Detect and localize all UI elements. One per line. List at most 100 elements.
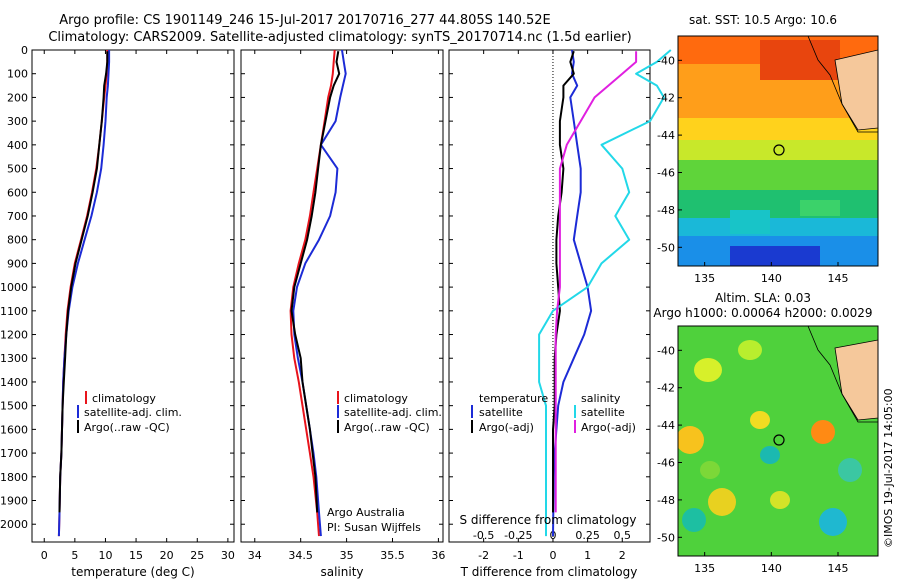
sst-map	[677, 35, 879, 267]
depth-tick-label: 1000	[0, 281, 28, 294]
x-tick-label: 2	[619, 549, 626, 562]
depth-tick-label: 900	[7, 257, 28, 270]
legend-argo: Argo(..raw -QC)	[84, 421, 170, 434]
x-tick-label: -1	[513, 549, 524, 562]
lon-tick-label: 135	[694, 562, 715, 575]
s-tick-label: -0.5	[473, 529, 494, 542]
series-line	[538, 49, 672, 537]
series-line	[290, 51, 341, 513]
depth-tick-label: 1900	[0, 495, 28, 508]
legend-climatology: climatology	[344, 392, 408, 405]
temperature-legend: climatology satellite-adj. clim. Argo(..…	[77, 391, 182, 434]
difference-legend: temperature salinity satellite Argo(-adj…	[471, 392, 636, 434]
lon-tick-label: 145	[828, 272, 849, 285]
depth-tick-label: 1300	[0, 352, 28, 365]
x-tick-label: 34	[248, 549, 262, 562]
series-line	[552, 50, 575, 513]
imos-stamp: ©IMOS 19-Jul-2017 14:05:00	[882, 388, 895, 548]
temperature-x-label: temperature (deg C)	[71, 565, 194, 579]
series-line	[289, 49, 336, 537]
lat-tick-label: -46	[657, 167, 675, 180]
legend-climatology: climatology	[92, 392, 156, 405]
legend-salinity-title: salinity	[581, 392, 621, 405]
difference-x-label: T difference from climatology	[460, 565, 638, 579]
sla-map-axes: 135 140 145 -40 -42 -44 -46 -48 -50	[657, 344, 848, 575]
depth-tick-label: 1800	[0, 471, 28, 484]
x-tick-label: 0	[41, 549, 48, 562]
sst-map-field	[678, 36, 878, 266]
header-line-2: Climatology: CARS2009. Satellite-adjuste…	[48, 30, 631, 45]
depth-axis: 0 100 200 300 400 500 600 700 800 900 1000 1100 1200…	[0, 44, 650, 531]
argo-position-marker	[773, 144, 785, 156]
x-tick-label: 25	[190, 549, 204, 562]
lat-tick-label: -44	[657, 129, 675, 142]
legend-argo: Argo(..raw -QC)	[344, 421, 430, 434]
legend-satellite: satellite-adj. clim.	[84, 406, 182, 419]
depth-tick-label: 300	[7, 115, 28, 128]
lat-tick-label: -40	[657, 54, 675, 67]
depth-tick-label: 0	[21, 44, 28, 57]
x-tick-label: -2	[478, 549, 489, 562]
x-tick-label: 10	[98, 549, 112, 562]
difference-top-label: S difference from climatology	[460, 513, 637, 527]
x-tick-label: 20	[160, 549, 174, 562]
depth-tick-label: 800	[7, 234, 28, 247]
lon-tick-label: 140	[761, 562, 782, 575]
temperature-chart: 0 5 10 15 20 25 30	[41, 50, 235, 562]
lat-tick-label: -50	[657, 531, 675, 544]
legend-t-satellite: satellite	[479, 406, 523, 419]
sst-map-title: sat. SST: 10.5 Argo: 10.6	[689, 13, 837, 27]
depth-tick-label: 700	[7, 210, 28, 223]
depth-tick-label: 1600	[0, 423, 28, 436]
difference-panel	[448, 49, 651, 543]
legend-s-satellite: satellite	[581, 406, 625, 419]
series-line	[292, 49, 347, 537]
depth-tick-label: 1400	[0, 376, 28, 389]
lon-tick-label: 135	[694, 272, 715, 285]
series-line	[554, 51, 638, 513]
pi-note: PI: Susan Wijffels	[327, 521, 421, 534]
s-tick-label: 0.5	[614, 529, 632, 542]
series-line	[57, 50, 109, 537]
salinity-panel	[240, 49, 444, 543]
x-tick-label: 30	[221, 549, 235, 562]
sla-map-title: Altim. SLA: 0.03	[715, 291, 811, 305]
x-tick-label: 0	[549, 549, 556, 562]
s-tick-label: -0.25	[504, 529, 532, 542]
series-line	[58, 51, 109, 513]
x-tick-label: 35.5	[380, 549, 405, 562]
lat-tick-label: -42	[657, 92, 675, 105]
argo-australia-note: Argo Australia	[327, 506, 405, 519]
depth-tick-label: 600	[7, 186, 28, 199]
sst-map-axes: 135 140 145 -40 -42 -44 -46 -48 -50	[657, 54, 848, 285]
header-line-1: Argo profile: CS 1901149_246 15-Jul-2017…	[59, 13, 550, 28]
depth-tick-label: 1200	[0, 329, 28, 342]
x-tick-label: 1	[584, 549, 591, 562]
legend-satellite: satellite-adj. clim.	[344, 406, 442, 419]
sla-map-field	[678, 326, 878, 556]
lat-tick-label: -46	[657, 457, 675, 470]
sla-map-subtitle: Argo h1000: 0.00064 h2000: 0.0029	[653, 306, 872, 320]
lon-tick-label: 145	[828, 562, 849, 575]
depth-tick-label: 500	[7, 163, 28, 176]
lat-tick-label: -48	[657, 204, 675, 217]
salinity-legend: climatology satellite-adj. clim. Argo(..…	[337, 391, 442, 434]
depth-tick-label: 2000	[0, 518, 28, 531]
lat-tick-label: -44	[657, 419, 675, 432]
temperature-panel	[31, 49, 235, 543]
legend-temperature-title: temperature	[479, 392, 548, 405]
depth-tick-label: 200	[7, 91, 28, 104]
salinity-x-label: salinity	[320, 565, 363, 579]
lat-tick-label: -50	[657, 241, 675, 254]
legend-t-argo: Argo(-adj)	[479, 421, 534, 434]
depth-tick-label: 1100	[0, 305, 28, 318]
x-tick-label: 5	[71, 549, 78, 562]
x-tick-label: 36	[431, 549, 445, 562]
argo-position-marker	[773, 434, 785, 446]
x-tick-label: 34.5	[288, 549, 313, 562]
difference-chart: -2 -1 0 1 2-0.5 -0.25 0 0.25 0.5	[473, 49, 672, 562]
x-tick-label: 15	[129, 549, 143, 562]
lon-tick-label: 140	[761, 272, 782, 285]
salinity-chart: 34 34.5 35 35.5 36	[248, 49, 445, 562]
